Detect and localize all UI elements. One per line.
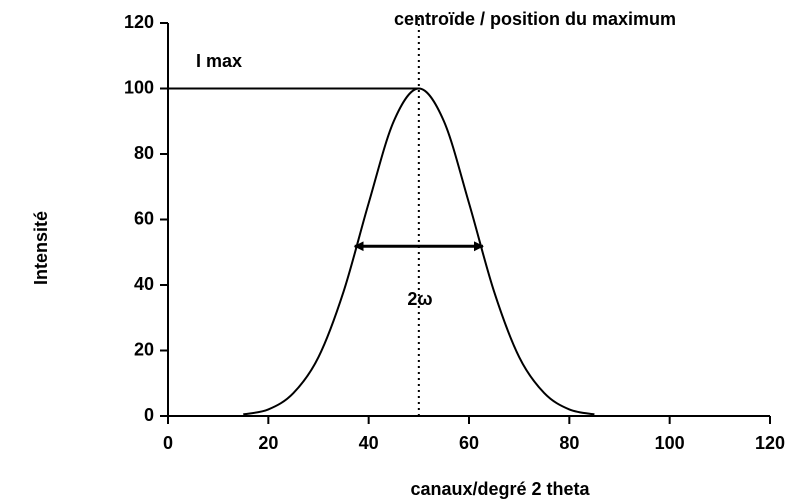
y-tick-label: 60 (134, 208, 154, 228)
y-tick-label: 80 (134, 143, 154, 163)
x-tick-label: 60 (459, 433, 479, 453)
y-tick-label: 100 (124, 77, 154, 97)
annotation: centroïde / position du maximum (394, 9, 676, 29)
annotation: I max (196, 51, 242, 71)
x-axis-label: canaux/degré 2 theta (410, 479, 590, 499)
y-tick-label: 40 (134, 274, 154, 294)
x-tick-label: 120 (755, 433, 785, 453)
y-axis-label: Intensité (31, 211, 51, 285)
y-tick-label: 120 (124, 12, 154, 32)
y-tick-label: 20 (134, 339, 154, 359)
annotation: 2ω (407, 289, 432, 309)
x-tick-label: 80 (559, 433, 579, 453)
x-tick-label: 100 (655, 433, 685, 453)
curve (243, 87, 595, 416)
y-tick-label: 0 (144, 405, 154, 425)
x-tick-label: 20 (258, 433, 278, 453)
x-tick-label: 40 (359, 433, 379, 453)
x-tick-label: 0 (163, 433, 173, 453)
